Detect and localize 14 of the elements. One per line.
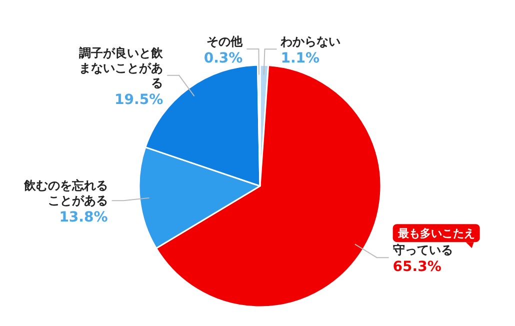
data-label: 1.1% [280, 50, 320, 67]
slice-label: その他 [206, 34, 243, 48]
data-label: 0.3% [204, 50, 243, 66]
slice-label: まないことがあ [79, 60, 164, 75]
slice-label: 守っている [392, 243, 453, 258]
data-label: 19.5% [114, 92, 164, 108]
slice-label: 調子が良いと飲 [79, 46, 164, 60]
data-label: 13.8% [59, 210, 108, 226]
slice-label: ことがある [48, 194, 108, 208]
slice-label: 飲むのを忘れる [24, 178, 108, 193]
text: 最も多いこたえ [396, 227, 475, 240]
data-label: 65.3% [392, 259, 442, 276]
slice-label: る [151, 76, 164, 90]
slice-label: わからない [280, 34, 341, 49]
